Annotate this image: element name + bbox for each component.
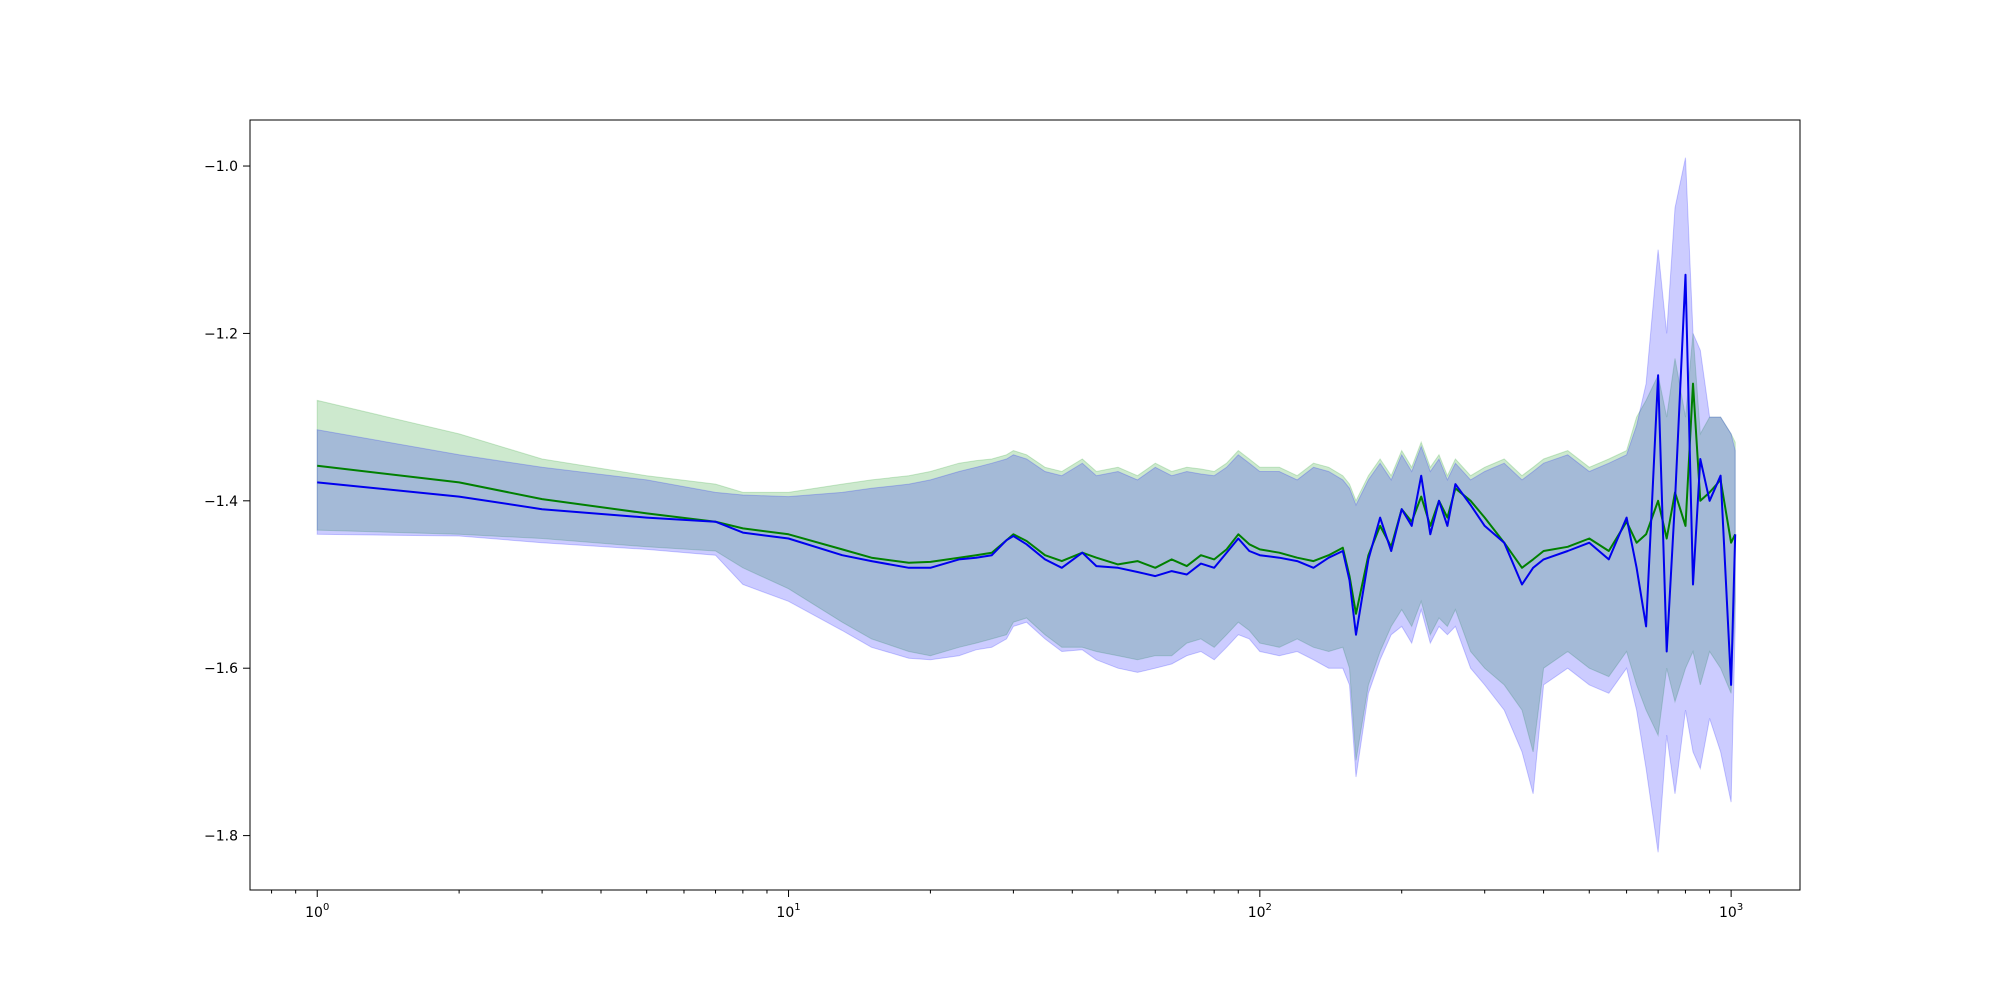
x-tick-label: 100 <box>305 902 329 921</box>
series-1-line <box>317 382 1737 615</box>
y-tick-label: −1.6 <box>204 661 238 677</box>
x-axis: 100 101 102 103 <box>271 890 1743 921</box>
x-tick-label: 102 <box>1248 902 1272 921</box>
y-axis: −1.8 −1.6 −1.4 −1.2 −1.0 <box>204 159 250 845</box>
x-tick-label: 101 <box>776 902 800 921</box>
series-layer <box>316 157 1737 853</box>
y-tick-label: −1.8 <box>204 829 238 845</box>
series-2-band <box>316 157 1736 853</box>
y-tick-label: −1.4 <box>204 494 238 510</box>
series-1-band <box>316 333 1736 761</box>
y-tick-label: −1.0 <box>204 159 238 175</box>
y-tick-label: −1.2 <box>204 326 238 342</box>
series-2-line <box>317 273 1737 686</box>
plot-frame <box>249 119 1801 891</box>
x-tick-label: 103 <box>1719 902 1743 921</box>
